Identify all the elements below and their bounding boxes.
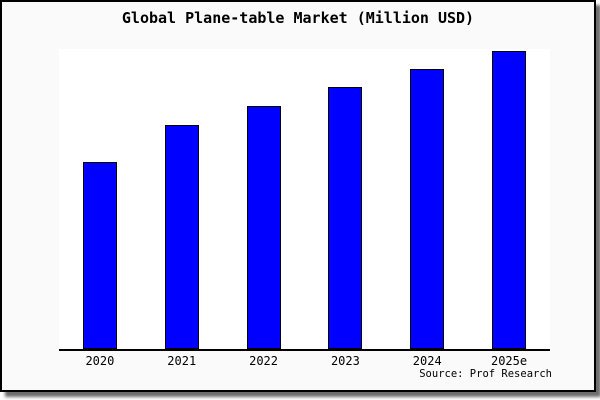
tick-label-2022: 2022 [249, 354, 279, 368]
plot-area [59, 49, 550, 351]
bar-2024 [410, 69, 445, 349]
bar-slot [223, 49, 305, 349]
bar-2021 [164, 124, 199, 349]
bar-2025e [492, 51, 527, 349]
bar-2020 [82, 162, 117, 349]
tick-label-2025e: 2025e [490, 354, 528, 368]
chart-title: Global Plane-table Market (Million USD) [121, 9, 475, 27]
bar-slot [386, 49, 468, 349]
bar-slot [304, 49, 386, 349]
source-note: Source: Prof Research [419, 368, 552, 380]
tick-label-2024: 2024 [412, 354, 442, 368]
bar-2022 [246, 106, 281, 349]
bars-row [59, 49, 550, 349]
bar-slot [468, 49, 550, 349]
tick-label-2020: 2020 [85, 354, 115, 368]
x-axis-tick-labels: 2020 2021 2022 2023 2024 2025e [59, 354, 550, 368]
chart-frame: Global Plane-table Market (Million USD) … [0, 0, 596, 392]
bar-2023 [328, 87, 363, 349]
tick-label-2021: 2021 [167, 354, 197, 368]
bar-slot [141, 49, 223, 349]
tick-label-2023: 2023 [330, 354, 360, 368]
bar-slot [59, 49, 141, 349]
